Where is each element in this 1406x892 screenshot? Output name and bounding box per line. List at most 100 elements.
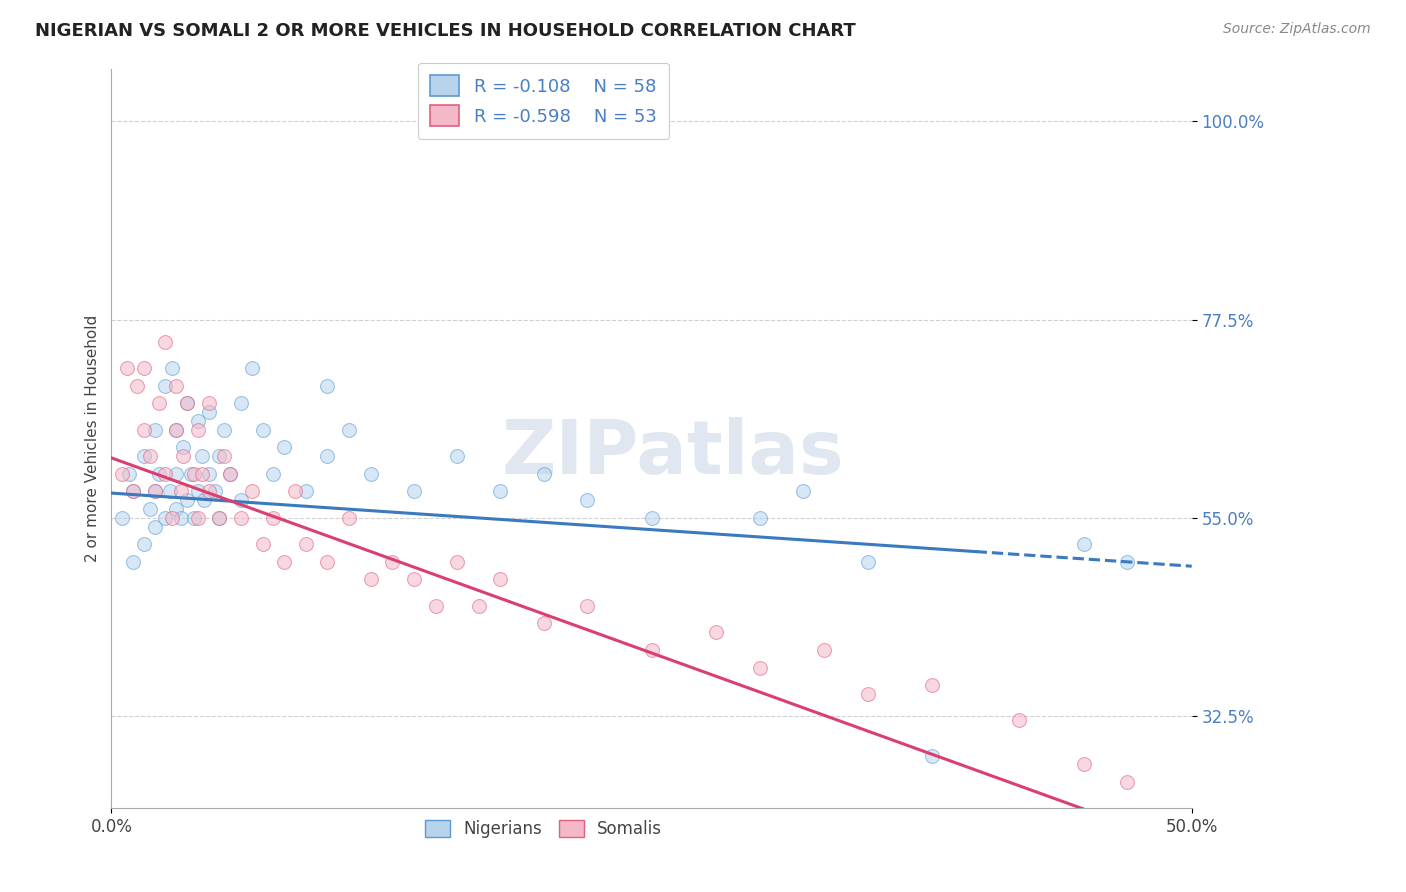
- Point: [148, 467, 170, 481]
- Point: [1116, 555, 1139, 569]
- Point: [180, 467, 202, 481]
- Point: [446, 449, 468, 463]
- Point: [155, 378, 177, 392]
- Point: [533, 467, 555, 481]
- Point: [316, 555, 339, 569]
- Point: [165, 423, 187, 437]
- Point: [187, 423, 209, 437]
- Point: [921, 748, 943, 763]
- Point: [219, 467, 242, 481]
- Point: [132, 537, 155, 551]
- Point: [176, 396, 198, 410]
- Point: [792, 484, 814, 499]
- Point: [143, 519, 166, 533]
- Point: [856, 555, 879, 569]
- Point: [273, 555, 295, 569]
- Point: [193, 493, 215, 508]
- Point: [295, 537, 318, 551]
- Point: [208, 510, 231, 524]
- Point: [360, 573, 382, 587]
- Point: [252, 423, 274, 437]
- Point: [212, 449, 235, 463]
- Point: [212, 423, 235, 437]
- Point: [111, 510, 134, 524]
- Point: [706, 625, 728, 640]
- Point: [1008, 714, 1031, 728]
- Point: [337, 510, 360, 524]
- Y-axis label: 2 or more Vehicles in Household: 2 or more Vehicles in Household: [86, 315, 100, 562]
- Text: Source: ZipAtlas.com: Source: ZipAtlas.com: [1223, 22, 1371, 37]
- Point: [159, 484, 181, 499]
- Point: [467, 599, 489, 613]
- Point: [229, 510, 252, 524]
- Point: [165, 423, 187, 437]
- Point: [165, 502, 187, 516]
- Point: [489, 484, 512, 499]
- Legend: Nigerians, Somalis: Nigerians, Somalis: [419, 813, 669, 845]
- Point: [219, 467, 242, 481]
- Point: [240, 484, 263, 499]
- Point: [204, 484, 226, 499]
- Point: [132, 361, 155, 376]
- Point: [172, 449, 194, 463]
- Point: [229, 396, 252, 410]
- Point: [143, 484, 166, 499]
- Point: [640, 643, 662, 657]
- Point: [208, 510, 231, 524]
- Point: [240, 361, 263, 376]
- Point: [169, 484, 191, 499]
- Point: [262, 467, 284, 481]
- Point: [160, 361, 183, 376]
- Point: [856, 687, 879, 701]
- Point: [122, 555, 145, 569]
- Point: [160, 510, 183, 524]
- Point: [748, 510, 770, 524]
- Point: [197, 396, 219, 410]
- Point: [402, 573, 425, 587]
- Point: [197, 467, 219, 481]
- Point: [208, 449, 231, 463]
- Point: [165, 378, 187, 392]
- Point: [132, 449, 155, 463]
- Point: [176, 493, 198, 508]
- Point: [132, 423, 155, 437]
- Point: [575, 599, 598, 613]
- Point: [191, 449, 214, 463]
- Point: [118, 467, 141, 481]
- Point: [813, 643, 835, 657]
- Point: [1116, 775, 1139, 789]
- Point: [172, 440, 194, 454]
- Point: [402, 484, 425, 499]
- Point: [262, 510, 284, 524]
- Point: [295, 484, 318, 499]
- Text: ZIPatlas: ZIPatlas: [502, 417, 845, 490]
- Point: [155, 510, 177, 524]
- Point: [284, 484, 307, 499]
- Point: [143, 484, 166, 499]
- Point: [139, 449, 162, 463]
- Point: [316, 449, 339, 463]
- Point: [360, 467, 382, 481]
- Point: [122, 484, 145, 499]
- Point: [1073, 537, 1095, 551]
- Point: [176, 396, 198, 410]
- Point: [183, 467, 205, 481]
- Point: [425, 599, 447, 613]
- Point: [187, 414, 209, 428]
- Point: [111, 467, 134, 481]
- Point: [640, 510, 662, 524]
- Point: [533, 616, 555, 631]
- Point: [187, 484, 209, 499]
- Point: [139, 502, 162, 516]
- Point: [187, 510, 209, 524]
- Point: [252, 537, 274, 551]
- Point: [191, 467, 214, 481]
- Point: [197, 484, 219, 499]
- Point: [229, 493, 252, 508]
- Point: [143, 423, 166, 437]
- Point: [155, 334, 177, 349]
- Point: [165, 467, 187, 481]
- Point: [921, 678, 943, 692]
- Point: [316, 378, 339, 392]
- Point: [115, 361, 138, 376]
